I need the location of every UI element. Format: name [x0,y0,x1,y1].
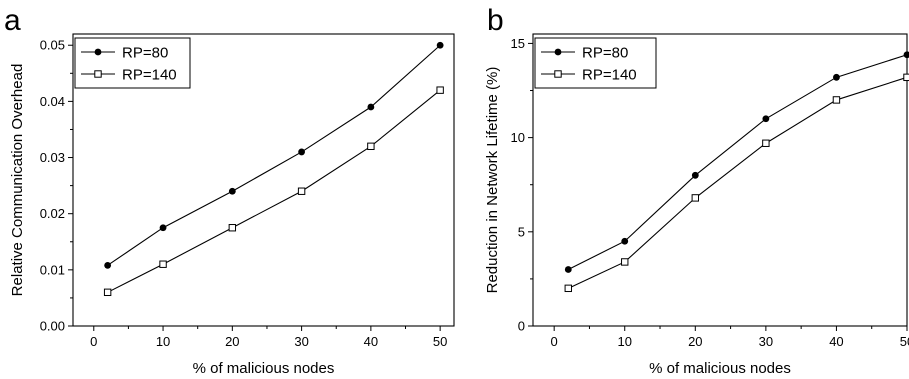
x-tick-label: 10 [156,334,170,349]
data-point [903,73,909,82]
data-point [436,41,444,49]
x-axis-label: % of malicious nodes [193,360,335,377]
data-point [762,139,770,147]
legend-marker [554,48,562,56]
series-line-rp-80 [107,44,441,266]
y-tick-label: 0.02 [40,206,65,221]
x-tick-label: 30 [294,334,308,349]
x-tick-label: 30 [759,334,773,349]
data-point [298,148,305,156]
data-point [621,258,629,266]
legend-marker [554,70,562,78]
data-point [691,171,699,179]
x-tick-label: 40 [829,334,843,349]
y-tick-label: 0.05 [40,38,65,53]
data-point [104,261,112,269]
legend-label: RP=80 [122,45,168,62]
data-point [159,224,167,232]
series-line-rp-140 [568,76,908,289]
y-tick-label: 0.00 [40,319,65,334]
data-point [103,288,112,297]
y-tick-label: 0.01 [40,262,65,277]
x-tick-label: 20 [688,334,702,349]
data-point [228,187,236,195]
y-tick-label: 5 [518,224,525,239]
y-tick-label: 0 [518,319,525,334]
x-tick-label: 40 [364,334,378,349]
y-tick-label: 10 [511,130,525,145]
y-axis-label: Reduction in Network Lifetime (%) [484,67,501,294]
data-point [436,86,444,94]
data-point [367,142,375,151]
data-point [762,115,770,123]
data-point [832,96,841,104]
y-tick-label: 0.03 [40,150,65,165]
data-point [621,237,629,245]
legend-marker [94,48,102,56]
plot-frame [532,33,908,327]
x-tick-label: 50 [900,334,909,349]
y-tick-label: 15 [511,36,525,51]
series-line-rp-140 [107,89,441,293]
data-point [159,260,167,268]
data-point [564,266,572,273]
legend-box [534,37,657,89]
data-point [833,73,840,81]
plot-frame [72,33,455,327]
x-tick-label: 50 [433,334,447,349]
chart-panel-b: b 0 10 20 30 40 50 0 5 10 15 % of malicious nodes Re… [484,4,909,377]
legend-box [74,37,191,89]
legend-marker [94,70,102,78]
panel-label: b [487,4,504,37]
x-tick-label: 0 [90,334,97,349]
y-axis-label: Relative Communication Overhead [9,64,26,297]
data-point [297,187,306,195]
series-line-rp-80 [568,54,908,270]
y-tick-label: 0.04 [40,94,65,109]
x-axis-label: % of malicious nodes [649,360,791,377]
data-point [228,224,237,232]
legend-label: RP=140 [582,67,637,84]
data-point [903,51,909,59]
data-point [691,194,700,202]
legend-label: RP=80 [582,45,628,62]
x-tick-label: 10 [618,334,632,349]
legend-label: RP=140 [122,67,177,84]
data-point [367,103,375,111]
data-point [564,284,572,293]
x-tick-label: 0 [551,334,558,349]
chart-panel-a: a 0 10 20 30 40 50 0.00 0.01 0.02 0.03 0.04 0.05 % of… [4,4,455,377]
x-tick-label: 20 [225,334,239,349]
panel-label: a [4,4,21,37]
